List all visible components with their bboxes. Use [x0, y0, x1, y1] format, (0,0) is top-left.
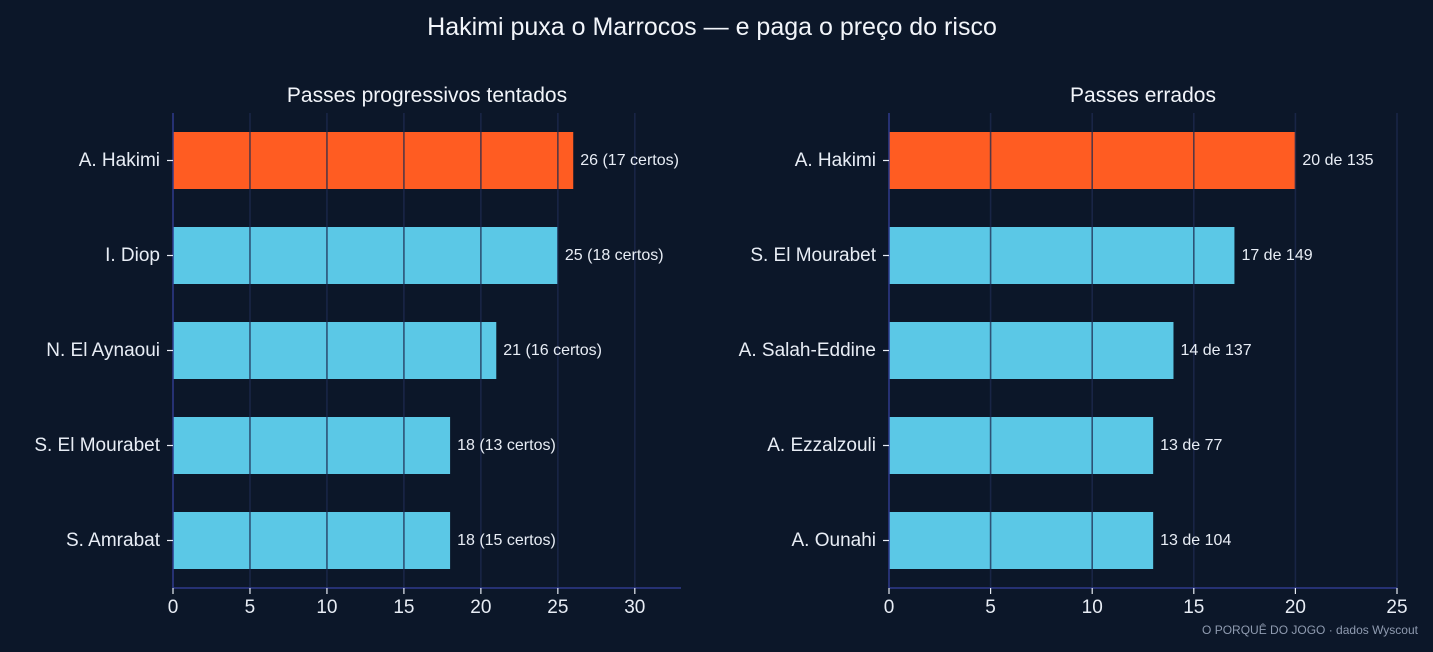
x-tick-label: 0	[884, 597, 895, 618]
category-label: A. Ounahi	[792, 530, 877, 551]
bar	[173, 417, 451, 474]
panel-title: Passes progressivos tentados	[287, 84, 567, 107]
x-tick-label: 5	[985, 597, 996, 618]
data-label: 13 de 104	[1160, 532, 1231, 549]
source-credit: O PORQUÊ DO JOGO · dados Wyscout	[1202, 622, 1419, 637]
category-label: N. El Aynaoui	[46, 340, 160, 361]
x-tick-label: 5	[245, 597, 256, 618]
x-tick-label: 15	[1183, 597, 1204, 618]
data-label: 17 de 149	[1241, 247, 1312, 264]
x-tick-label: 10	[1082, 597, 1103, 618]
data-label: 18 (13 certos)	[457, 437, 556, 454]
category-label: A. Hakimi	[795, 150, 876, 171]
data-label: 20 de 135	[1302, 152, 1373, 169]
data-label: 21 (16 certos)	[503, 342, 602, 359]
bar-highlight	[173, 132, 574, 189]
category-label: A. Ezzalzouli	[767, 435, 876, 456]
x-tick-label: 15	[393, 597, 414, 618]
x-tick-label: 20	[1285, 597, 1306, 618]
category-label: S. El Mourabet	[750, 245, 876, 266]
x-tick-label: 0	[168, 597, 179, 618]
category-label: S. El Mourabet	[34, 435, 160, 456]
x-tick-label: 20	[470, 597, 491, 618]
bar	[889, 227, 1235, 284]
category-label: S. Amrabat	[66, 530, 161, 551]
x-tick-label: 25	[547, 597, 568, 618]
data-label: 26 (17 certos)	[580, 152, 679, 169]
panel-title: Passes errados	[1070, 84, 1216, 107]
bar	[889, 322, 1174, 379]
bar	[173, 227, 558, 284]
data-label: 25 (18 certos)	[565, 247, 664, 264]
chart-title: Hakimi puxa o Marrocos — e paga o preço …	[427, 13, 997, 41]
x-tick-label: 25	[1386, 597, 1407, 618]
bar	[889, 512, 1154, 569]
bar	[889, 417, 1154, 474]
chart-panel-2: Passes errados 20 de 135 17 de 149 14 de 13…	[739, 84, 1408, 618]
data-label: 14 de 137	[1180, 342, 1251, 359]
bar	[173, 512, 451, 569]
data-label: 13 de 77	[1160, 437, 1222, 454]
bar	[173, 322, 497, 379]
data-label: 18 (15 certos)	[457, 532, 556, 549]
x-tick-label: 10	[316, 597, 337, 618]
category-label: A. Salah-Eddine	[739, 340, 876, 361]
chart-panels: Passes progressivos tentados 26 (17 certo…	[34, 84, 1407, 618]
category-label: I. Diop	[105, 245, 160, 266]
x-tick-label: 30	[624, 597, 645, 618]
category-label: A. Hakimi	[79, 150, 160, 171]
chart-panel-1: Passes progressivos tentados 26 (17 certo…	[34, 84, 681, 618]
